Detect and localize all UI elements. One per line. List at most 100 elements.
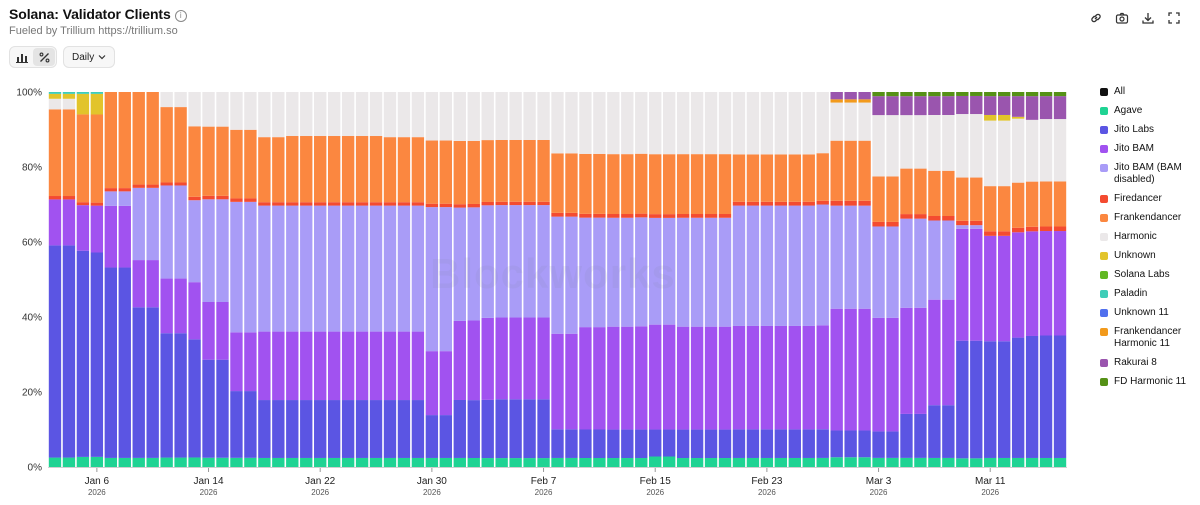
bar-segment[interactable] xyxy=(942,215,955,221)
bar-segment[interactable] xyxy=(830,205,843,309)
bar-segment[interactable] xyxy=(383,457,397,467)
bar-segment[interactable] xyxy=(914,96,927,116)
bar-segment[interactable] xyxy=(579,217,592,328)
bar-segment[interactable] xyxy=(942,299,955,406)
bar-segment[interactable] xyxy=(397,137,411,203)
bar-segment[interactable] xyxy=(593,327,606,430)
bar-segment[interactable] xyxy=(48,199,62,246)
bar-segment[interactable] xyxy=(998,231,1011,236)
bar-segment[interactable] xyxy=(76,456,90,467)
bar-segment[interactable] xyxy=(900,92,913,97)
bar-segment[interactable] xyxy=(970,92,983,96)
bar-segment[interactable] xyxy=(202,359,215,458)
bar-segment[interactable] xyxy=(453,140,466,205)
bar-segment[interactable] xyxy=(174,182,187,186)
bar-segment[interactable] xyxy=(942,96,955,115)
bar-stack[interactable] xyxy=(341,92,355,467)
bar-segment[interactable] xyxy=(579,429,592,459)
bar-segment[interactable] xyxy=(928,215,941,221)
bar-segment[interactable] xyxy=(635,153,648,214)
bar-segment[interactable] xyxy=(76,114,90,203)
bar-segment[interactable] xyxy=(956,177,969,221)
bar-segment[interactable] xyxy=(676,92,690,155)
bar-segment[interactable] xyxy=(216,92,229,127)
bar-segment[interactable] xyxy=(90,202,104,206)
bar-segment[interactable] xyxy=(523,139,536,202)
legend-item[interactable]: Paladin xyxy=(1100,288,1196,300)
bar-segment[interactable] xyxy=(607,92,620,155)
bar-segment[interactable] xyxy=(174,107,187,183)
bar-segment[interactable] xyxy=(872,176,885,222)
bar-segment[interactable] xyxy=(984,120,997,187)
bar-segment[interactable] xyxy=(956,114,969,178)
bar-segment[interactable] xyxy=(956,228,969,341)
bar-segment[interactable] xyxy=(551,212,564,217)
bar-segment[interactable] xyxy=(411,92,425,138)
download-icon[interactable] xyxy=(1140,10,1156,26)
bar-segment[interactable] xyxy=(872,96,885,116)
bar-segment[interactable] xyxy=(635,429,648,459)
bar-segment[interactable] xyxy=(90,456,104,468)
bar-segment[interactable] xyxy=(858,205,871,309)
bar-segment[interactable] xyxy=(341,202,355,206)
bar-segment[interactable] xyxy=(816,429,829,458)
bar-segment[interactable] xyxy=(593,429,606,459)
bar-segment[interactable] xyxy=(551,333,564,430)
bar-segment[interactable] xyxy=(788,201,801,206)
bar-segment[interactable] xyxy=(523,201,536,206)
bar-segment[interactable] xyxy=(509,92,522,140)
bar-segment[interactable] xyxy=(104,92,117,189)
bar-segment[interactable] xyxy=(565,457,578,467)
bar-segment[interactable] xyxy=(551,92,564,154)
bar-segment[interactable] xyxy=(481,399,494,459)
bar-segment[interactable] xyxy=(1039,92,1053,97)
bar-segment[interactable] xyxy=(551,216,564,334)
bar-segment[interactable] xyxy=(216,359,229,458)
bar-stack[interactable] xyxy=(202,92,215,467)
bar-stack[interactable] xyxy=(788,92,801,467)
bar-segment[interactable] xyxy=(1025,96,1039,120)
bar-stack[interactable] xyxy=(621,92,634,467)
bar-segment[interactable] xyxy=(481,317,494,400)
bar-segment[interactable] xyxy=(230,391,243,458)
bar-segment[interactable] xyxy=(900,457,913,467)
bar-segment[interactable] xyxy=(244,129,257,199)
bar-segment[interactable] xyxy=(509,458,522,467)
bar-segment[interactable] xyxy=(453,207,466,321)
bar-segment[interactable] xyxy=(327,136,341,203)
bar-segment[interactable] xyxy=(76,202,90,206)
bar-segment[interactable] xyxy=(258,457,271,467)
bar-segment[interactable] xyxy=(900,214,913,219)
bar-segment[interactable] xyxy=(774,325,788,430)
bar-segment[interactable] xyxy=(816,457,829,467)
bar-segment[interactable] xyxy=(970,95,983,115)
bar-segment[interactable] xyxy=(1011,116,1025,119)
bar-segment[interactable] xyxy=(690,214,704,218)
bar-stack[interactable] xyxy=(732,92,746,467)
bar-segment[interactable] xyxy=(858,430,871,458)
bar-segment[interactable] xyxy=(48,92,62,94)
bar-segment[interactable] xyxy=(314,331,327,401)
bar-stack[interactable] xyxy=(593,92,606,467)
bar-stack[interactable] xyxy=(718,92,732,467)
bar-segment[interactable] xyxy=(272,202,285,206)
bar-segment[interactable] xyxy=(509,399,522,459)
bar-segment[interactable] xyxy=(662,429,676,457)
bar-segment[interactable] xyxy=(928,170,941,216)
bar-segment[interactable] xyxy=(286,92,299,137)
bar-segment[interactable] xyxy=(76,205,90,251)
bar-segment[interactable] xyxy=(397,202,411,206)
bar-segment[interactable] xyxy=(411,400,425,458)
bar-segment[interactable] xyxy=(956,458,969,467)
bar-segment[interactable] xyxy=(802,457,815,467)
bar-segment[interactable] xyxy=(1039,335,1053,458)
bar-segment[interactable] xyxy=(998,186,1011,232)
bar-segment[interactable] xyxy=(635,217,648,327)
bar-segment[interactable] xyxy=(607,429,620,459)
bar-segment[interactable] xyxy=(411,331,425,401)
bar-segment[interactable] xyxy=(844,99,857,103)
bar-segment[interactable] xyxy=(593,458,606,467)
bar-segment[interactable] xyxy=(788,429,801,458)
bar-segment[interactable] xyxy=(425,203,439,208)
bar-segment[interactable] xyxy=(1039,181,1053,227)
